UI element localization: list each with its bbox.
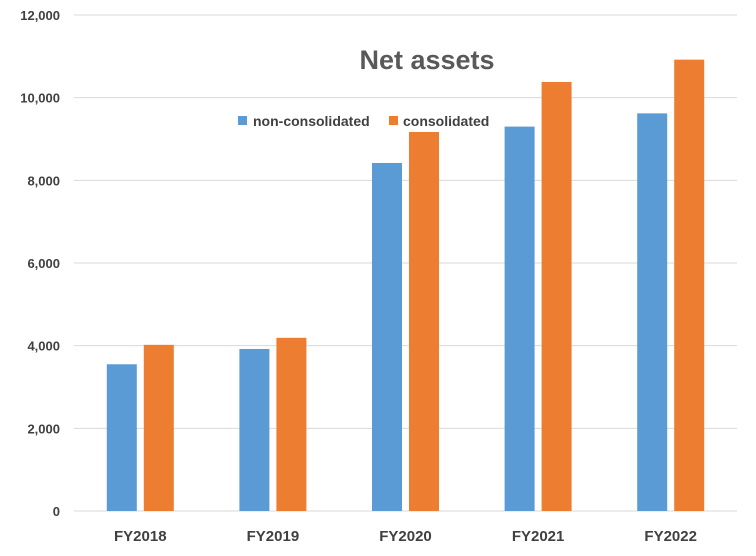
bars — [106, 59, 705, 512]
legend-label-consolidated: consolidated — [403, 113, 489, 129]
legend-swatch-consolidated — [389, 116, 398, 125]
y-tick-label: 12,000 — [20, 8, 60, 23]
bar-non-consolidated-FY2021 — [504, 126, 535, 511]
bar-non-consolidated-FY2020 — [372, 162, 402, 511]
bar-non-consolidated-FY2019 — [239, 348, 270, 511]
x-category-label: FY2021 — [512, 528, 565, 545]
bar-consolidated-FY2022 — [674, 59, 705, 511]
gridlines — [74, 14, 737, 512]
bar-consolidated-FY2019 — [276, 337, 307, 511]
y-axis-ticks: 0 2,000 4,000 6,000 8,000 10,000 12,000 — [20, 8, 60, 519]
x-axis-categories: FY2018 FY2019 FY2020 FY2021 FY2022 — [114, 528, 697, 545]
y-tick-label: 6,000 — [27, 256, 60, 271]
legend-label-non-consolidated: non-consolidated — [253, 113, 370, 129]
legend: non-consolidated consolidated — [238, 113, 489, 129]
y-tick-label: 2,000 — [27, 421, 60, 436]
bar-non-consolidated-FY2018 — [106, 364, 137, 511]
bar-non-consolidated-FY2022 — [637, 113, 668, 511]
y-tick-label: 4,000 — [27, 339, 60, 354]
x-category-label: FY2019 — [247, 528, 300, 545]
x-category-label: FY2018 — [114, 528, 167, 545]
bar-consolidated-FY2021 — [541, 81, 572, 512]
y-tick-label: 0 — [53, 504, 60, 519]
y-tick-label: 8,000 — [27, 173, 60, 188]
legend-swatch-non-consolidated — [238, 116, 247, 125]
x-category-label: FY2022 — [644, 528, 697, 545]
x-category-label: FY2020 — [379, 528, 432, 545]
chart-title: Net assets — [359, 45, 494, 75]
y-tick-label: 10,000 — [20, 91, 60, 106]
bar-consolidated-FY2020 — [409, 131, 439, 511]
bar-consolidated-FY2018 — [143, 344, 174, 511]
